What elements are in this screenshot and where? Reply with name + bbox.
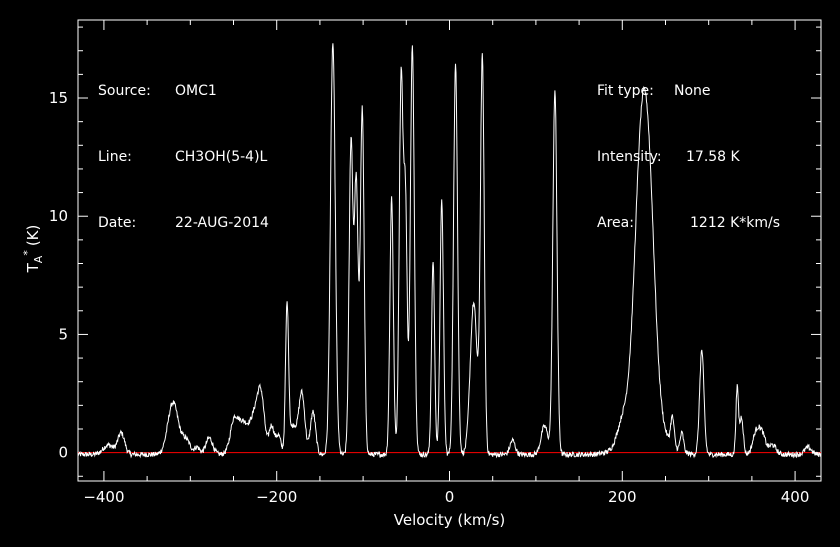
x-tick-label: 0	[445, 488, 455, 506]
svg-text:TA*(K): TA* (K)	[21, 225, 45, 274]
line-value: CH3OH(5-4)L	[175, 149, 268, 165]
y-tick-label: 15	[49, 89, 68, 107]
intensity-key: Intensity:	[597, 149, 662, 165]
source-key: Source:	[98, 83, 151, 99]
info-left-values: OMC1 CH3OH(5-4)L 22-AUG-2014	[175, 36, 269, 256]
area-key: Area:	[597, 215, 634, 231]
y-label-unit: (K)	[24, 225, 42, 247]
x-tick-label: −200	[256, 488, 297, 506]
info-left-keys: Source: Line: Date:	[98, 36, 151, 256]
y-tick-label: 5	[58, 325, 68, 343]
date-key: Date:	[98, 215, 137, 231]
y-label-main: T	[24, 262, 42, 273]
y-label-sub: A	[32, 255, 45, 263]
x-tick-label: −400	[83, 488, 124, 506]
line-key: Line:	[98, 149, 132, 165]
info-right-values: None 17.58 K 1212 K*km/s	[674, 36, 804, 256]
y-tick-label: 10	[49, 207, 68, 225]
info-right-keys: Fit type: Intensity: Area:	[597, 36, 662, 256]
intensity-value: 17.58 K	[686, 149, 740, 165]
date-value: 22-AUG-2014	[175, 215, 269, 231]
area-value: 1212 K*km/s	[690, 215, 781, 231]
x-tick-label: 400	[781, 488, 810, 506]
source-value: OMC1	[175, 83, 217, 99]
y-tick-label: 0	[58, 444, 68, 462]
fit-type-value: None	[674, 83, 711, 99]
spectrum-line	[77, 43, 822, 459]
x-axis-label: Velocity (km/s)	[394, 511, 505, 529]
fit-type-key: Fit type:	[597, 83, 654, 99]
y-label-sup: *	[21, 250, 34, 256]
y-axis-label: TA* (K)	[21, 225, 45, 274]
x-tick-label: 200	[608, 488, 637, 506]
axis-tick-labels: −400 −200 0 200 400 0 5 10 15	[49, 89, 809, 506]
